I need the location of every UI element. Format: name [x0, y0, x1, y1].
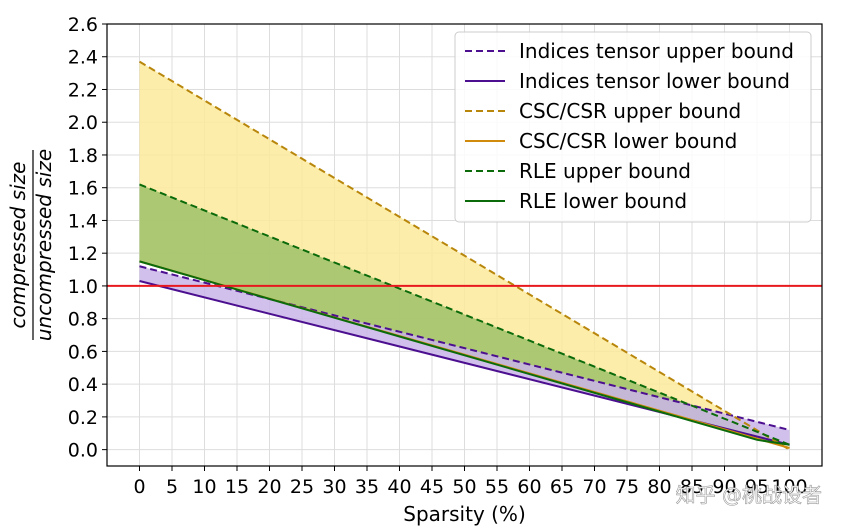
y-tick-label: 1.0 [68, 276, 98, 298]
x-tick-label: 100 [771, 476, 807, 498]
x-tick-label: 50 [452, 476, 476, 498]
x-axis-label: Sparsity (%) [403, 502, 526, 526]
series-csc-csr-upper-bound [138, 60, 791, 451]
x-tick-label: 90 [712, 476, 736, 498]
y-tick-label: 0.2 [68, 407, 98, 429]
legend-label-indices-tensor-lower-bound: Indices tensor lower bound [519, 69, 790, 93]
y-axis-ticks: 0.0 0.2 0.4 0.6 0.8 1.0 1.2 1.4 1.6 1.8 2.0 2.2 2.4 2… [68, 14, 107, 462]
x-tick-label: 10 [192, 476, 216, 498]
y-tick-label: 0.4 [68, 374, 98, 396]
series-lines [138, 60, 791, 451]
legend-label-csc-csr-upper-bound: CSC/CSR upper bound [519, 99, 741, 123]
x-tick-label: 30 [322, 476, 346, 498]
y-tick-label: 0.8 [68, 309, 98, 331]
y-tick-label: 2.0 [68, 112, 98, 134]
series-rle-lower-bound [139, 260, 790, 446]
x-tick-label: 70 [582, 476, 606, 498]
x-tick-label: 55 [485, 476, 509, 498]
x-tick-label: 40 [387, 476, 411, 498]
watermark: 知乎 @桃战设者 [676, 483, 822, 507]
y-tick-label: 1.8 [68, 145, 98, 167]
y-tick-label: 0.6 [68, 341, 98, 363]
x-tick-label: 35 [355, 476, 379, 498]
y-tick-label: 2.4 [68, 47, 98, 69]
band-rle-region [139, 184, 790, 445]
x-tick-label: 85 [680, 476, 704, 498]
legend-label-rle-lower-bound: RLE lower bound [519, 189, 687, 213]
x-tick-label: 25 [290, 476, 314, 498]
legend: Indices tensor upper bound Indices tensor… [454, 31, 812, 223]
x-tick-label: 20 [257, 476, 281, 498]
legend-box [454, 31, 812, 223]
legend-label-rle-upper-bound: RLE upper bound [519, 159, 691, 183]
y-axis-label-denominator: uncompressed size [32, 149, 56, 341]
legend-label-csc-csr-lower-bound: CSC/CSR lower bound [519, 129, 737, 153]
x-tick-label: 80 [647, 476, 671, 498]
y-tick-label: 1.6 [68, 178, 98, 200]
y-axis-label-numerator: compressed size [6, 162, 30, 329]
y-tick-label: 2.6 [68, 14, 98, 36]
y-tick-label: 2.2 [68, 79, 98, 101]
x-axis-ticks: 0 5 10 15 20 25 30 35 40 45 50 55 60 65 70 75 80 85 90 95 10… [133, 466, 808, 498]
x-tick-label: 60 [517, 476, 541, 498]
x-tick-label: 5 [166, 476, 178, 498]
y-tick-label: 1.4 [68, 210, 98, 232]
y-tick-label: 1.2 [68, 243, 98, 265]
x-tick-label: 45 [420, 476, 444, 498]
y-axis-label: compressed size uncompressed size [6, 149, 56, 341]
x-tick-label: 65 [550, 476, 574, 498]
x-tick-label: 95 [745, 476, 769, 498]
x-tick-label: 15 [225, 476, 249, 498]
x-tick-label: 0 [133, 476, 145, 498]
series-rle-upper-bound [139, 183, 790, 446]
x-tick-label: 75 [615, 476, 639, 498]
y-tick-label: 0.0 [68, 440, 98, 462]
legend-label-indices-tensor-upper-bound: Indices tensor upper bound [519, 39, 794, 63]
